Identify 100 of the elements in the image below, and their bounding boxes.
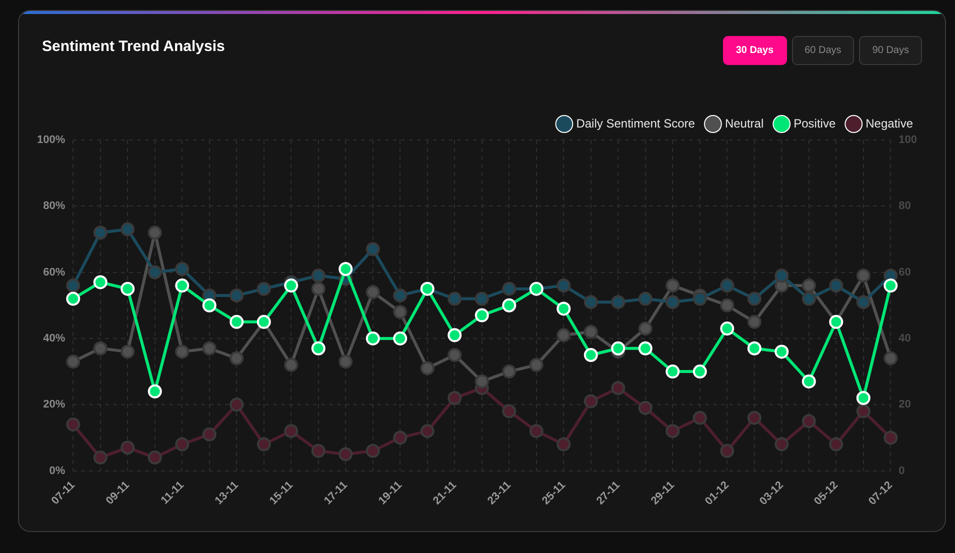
point <box>856 295 870 310</box>
text: 30 Days <box>722 36 787 65</box>
point <box>829 278 844 293</box>
point <box>692 364 707 379</box>
point <box>366 444 380 458</box>
point <box>338 354 353 369</box>
point <box>502 282 516 296</box>
point <box>393 430 408 445</box>
point <box>93 450 108 465</box>
point <box>692 292 707 306</box>
point <box>529 424 544 438</box>
point <box>284 358 298 372</box>
y-tick-label: 20% <box>43 398 66 411</box>
point <box>175 344 190 359</box>
y-tick-label: 40% <box>43 332 66 344</box>
point <box>448 348 462 362</box>
point <box>666 295 680 310</box>
point <box>175 262 190 276</box>
point <box>148 384 162 398</box>
point <box>230 398 244 412</box>
point <box>311 341 326 356</box>
point <box>802 292 816 306</box>
point <box>93 275 108 290</box>
point <box>666 278 680 293</box>
point <box>474 292 489 306</box>
point <box>66 292 80 306</box>
point <box>420 424 434 438</box>
y-tick-label: 0% <box>49 464 66 477</box>
point <box>202 341 216 356</box>
legend-label: Neutral <box>724 116 764 130</box>
point <box>311 444 326 458</box>
point <box>829 437 844 452</box>
chart-title: Sentiment Trend Analysis <box>42 38 225 55</box>
point <box>638 322 652 336</box>
point <box>66 278 80 293</box>
point <box>284 424 298 438</box>
legend-label: Daily Sentiment Score <box>576 116 696 130</box>
point <box>284 278 298 293</box>
y-tick-label: 100% <box>36 134 66 146</box>
point <box>120 222 135 236</box>
point <box>366 331 380 346</box>
point <box>556 437 571 452</box>
point <box>611 295 626 310</box>
point <box>556 278 571 293</box>
point <box>93 226 108 240</box>
point <box>256 282 271 296</box>
point <box>529 358 544 372</box>
point <box>230 314 244 329</box>
point <box>556 302 571 316</box>
point <box>366 285 380 300</box>
point <box>638 400 652 415</box>
point <box>884 430 898 445</box>
point <box>366 242 380 256</box>
point <box>420 361 434 376</box>
point <box>774 344 789 359</box>
point <box>747 410 762 425</box>
point <box>747 292 762 306</box>
point <box>393 288 408 302</box>
point <box>884 278 898 293</box>
point <box>720 444 734 458</box>
point <box>256 437 271 452</box>
point <box>692 410 707 425</box>
point <box>584 324 598 339</box>
point <box>148 450 162 465</box>
point <box>202 427 216 442</box>
point <box>230 288 244 302</box>
point <box>856 404 870 418</box>
point <box>584 394 598 408</box>
point <box>393 305 408 319</box>
point <box>175 437 190 452</box>
point <box>448 391 462 406</box>
point <box>611 381 626 396</box>
text: 60 Days <box>792 36 854 65</box>
point <box>311 282 326 296</box>
point <box>502 364 516 379</box>
point <box>666 364 680 379</box>
point <box>747 341 762 356</box>
point <box>611 341 626 356</box>
text: 90 Days <box>859 36 922 65</box>
point <box>802 414 816 428</box>
y-tick-label: 80% <box>43 200 66 212</box>
point <box>474 308 489 322</box>
point <box>474 374 489 388</box>
point <box>120 282 135 296</box>
point <box>448 292 462 306</box>
point <box>720 278 734 293</box>
point <box>720 298 734 312</box>
point <box>502 298 516 312</box>
legend-label: Positive <box>794 116 836 130</box>
point <box>856 391 870 406</box>
point <box>338 447 353 462</box>
y-tick-label: 60% <box>43 266 66 278</box>
point <box>148 265 162 280</box>
point <box>120 344 135 359</box>
point <box>774 268 789 283</box>
point <box>393 331 408 346</box>
point <box>448 328 462 342</box>
point <box>66 354 80 369</box>
point <box>120 440 135 455</box>
point <box>175 278 190 293</box>
